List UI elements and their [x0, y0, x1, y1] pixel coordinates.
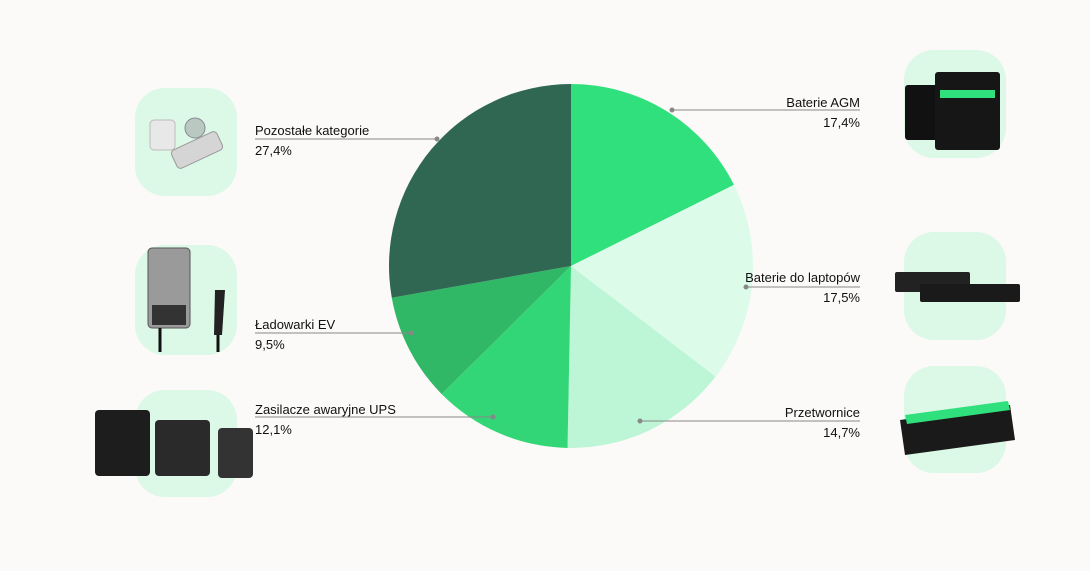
icon	[184, 117, 206, 139]
leader-dot	[490, 414, 496, 420]
value-label: 9,5%	[255, 337, 285, 352]
value-label: 17,5%	[823, 290, 860, 305]
icon	[214, 290, 225, 335]
category-label: Baterie do laptopów	[745, 270, 861, 285]
icon	[935, 72, 1000, 150]
product-icons	[95, 50, 1020, 497]
category-label: Ładowarki EV	[255, 317, 336, 332]
leader-dot	[637, 418, 643, 424]
leader-dot	[408, 330, 414, 336]
icon	[152, 305, 186, 325]
icon	[149, 119, 176, 151]
category-label: Pozostałe kategorie	[255, 123, 369, 138]
icon	[95, 410, 150, 476]
value-label: 12,1%	[255, 422, 292, 437]
icon	[170, 131, 224, 169]
icon	[155, 420, 210, 476]
category-label: Baterie AGM	[786, 95, 860, 110]
category-label: Przetwornice	[785, 405, 860, 420]
category-label: Zasilacze awaryjne UPS	[255, 402, 396, 417]
icon	[905, 401, 1010, 424]
leader-dot	[669, 107, 675, 113]
value-label: 17,4%	[823, 115, 860, 130]
value-label: 27,4%	[255, 143, 292, 158]
icon	[920, 284, 1020, 302]
icon	[218, 428, 253, 478]
slice	[389, 84, 571, 298]
icon-bg	[135, 88, 237, 196]
icon	[940, 90, 995, 98]
icon	[158, 328, 220, 352]
value-label: 14,7%	[823, 425, 860, 440]
slice	[391, 266, 571, 395]
labels: Baterie AGM 17,4% Baterie do laptopów 17,5%…	[255, 95, 861, 440]
leader-dot	[434, 136, 440, 142]
slice	[571, 184, 754, 377]
slice	[567, 266, 716, 448]
slice	[571, 84, 734, 266]
pie	[389, 84, 754, 448]
slice	[441, 266, 571, 448]
leader-dot	[743, 284, 749, 290]
